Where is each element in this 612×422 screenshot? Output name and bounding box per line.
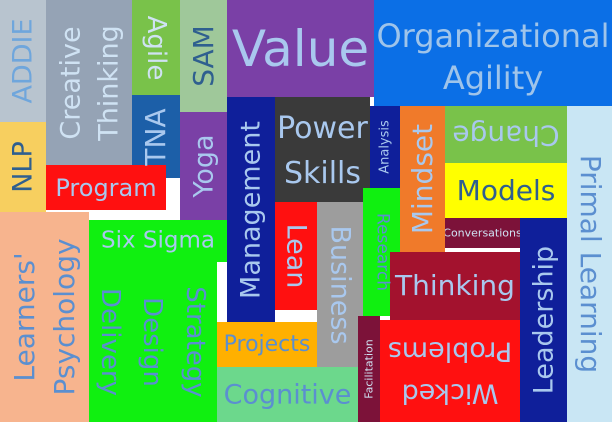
word-analysis: Analysis	[377, 120, 393, 174]
tile-cognitive	[217, 367, 358, 422]
tile-delivery	[89, 262, 131, 422]
tile-power-skills	[275, 97, 370, 202]
tile-agile	[132, 0, 180, 95]
word-yoga: Yoga	[188, 134, 219, 198]
word-agile: Agile	[141, 15, 171, 80]
tile-thinking	[390, 252, 520, 320]
word-design: Design	[137, 297, 167, 387]
word-business: Business	[324, 224, 356, 345]
tile-facilitation	[358, 316, 380, 422]
word-models: Models	[456, 173, 556, 207]
word-program: Program	[55, 173, 157, 202]
word-lean: Lean	[280, 223, 312, 289]
word-facilitation: Facilitation	[362, 339, 376, 399]
word-power-skills: Power Skills	[277, 110, 368, 191]
tile-conversations	[445, 218, 520, 248]
tile-sam	[180, 0, 227, 112]
tile-tna	[132, 95, 180, 178]
word-cognitive: Cognitive	[223, 379, 352, 410]
tile-lean	[275, 202, 317, 310]
tile-analysis	[370, 106, 400, 188]
word-organizational-agility: Organizational Agility	[376, 17, 610, 98]
tile-business	[317, 202, 363, 367]
tile-learners-psychology	[0, 212, 89, 422]
tile-design	[131, 262, 173, 422]
tile-models	[445, 163, 567, 218]
tile-change	[445, 106, 567, 163]
tile-program	[46, 165, 166, 210]
word-learners-psychology: Learners' Psychology	[7, 238, 81, 396]
word-delivery: Delivery	[95, 288, 125, 396]
tile-nlp	[0, 122, 46, 212]
word-primal-learning: Primal Learning	[573, 154, 607, 374]
word-sam: SAM	[186, 25, 220, 87]
tile-mindset	[400, 106, 445, 252]
word-addie: ADDIE	[7, 18, 39, 104]
tile-value	[227, 0, 374, 97]
tile-management	[227, 97, 275, 322]
word-thinking: Thinking	[395, 269, 515, 302]
tile-six-sigma	[89, 220, 227, 262]
tile-projects	[217, 322, 317, 367]
tile-wicked-problems	[380, 320, 520, 422]
tile-primal-learning	[567, 106, 612, 422]
tile-organizational-agility	[374, 0, 612, 106]
word-six-sigma: Six Sigma	[100, 227, 216, 254]
tile-leadership	[520, 218, 567, 422]
word-creative-thinking: Creative Thinking	[55, 24, 125, 141]
tile-yoga	[180, 112, 227, 220]
word-conversations: Conversations	[445, 226, 520, 240]
word-projects: Projects	[223, 331, 311, 357]
word-change: Change	[452, 118, 560, 152]
word-wicked-problems: Problems Wicked	[387, 335, 513, 409]
tile-creative-thinking	[46, 0, 132, 165]
tile-addie	[0, 0, 46, 122]
word-leadership: Leadership	[528, 245, 559, 395]
tile-strategy	[173, 262, 217, 422]
word-strategy: Strategy	[180, 286, 210, 398]
word-nlp: NLP	[7, 141, 39, 193]
word-mindset: Mindset	[405, 123, 439, 235]
word-management: Management	[235, 120, 267, 299]
word-value: Value	[231, 19, 370, 78]
